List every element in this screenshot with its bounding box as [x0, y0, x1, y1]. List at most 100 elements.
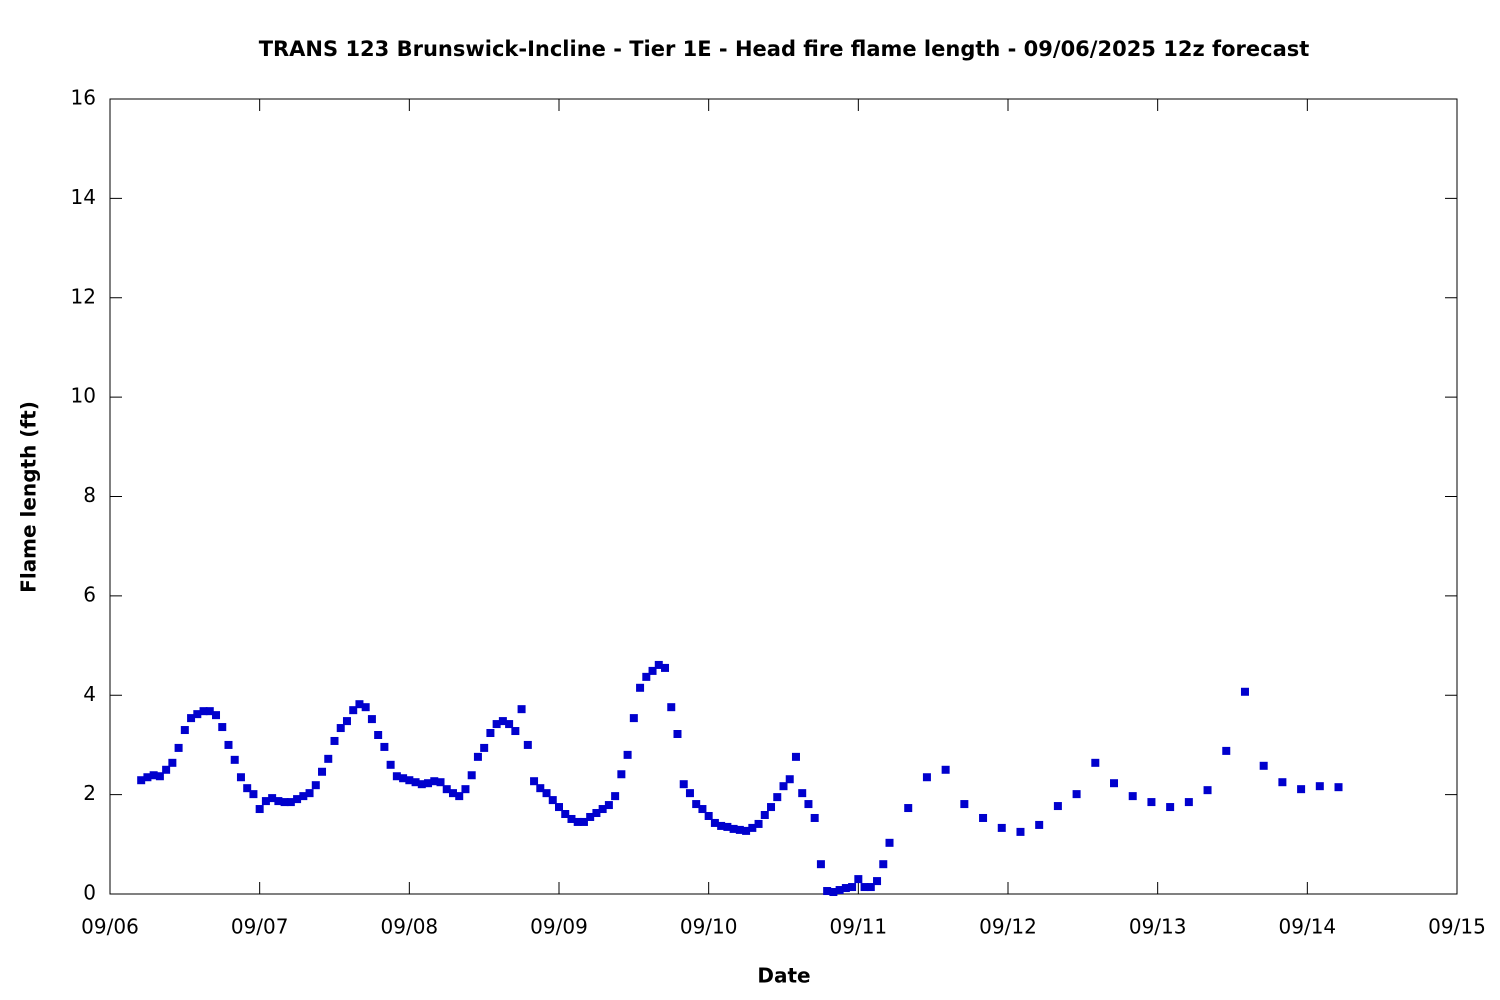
data-point: [555, 803, 563, 812]
data-point: [236, 773, 245, 782]
data-point: [230, 755, 239, 764]
data-point: [349, 706, 358, 715]
data-point: [1297, 785, 1306, 794]
data-point: [648, 666, 657, 675]
data-point: [841, 884, 850, 893]
data-point: [854, 875, 863, 884]
data-point: [193, 710, 202, 719]
data-point: [511, 727, 520, 736]
data-point: [430, 777, 439, 786]
x-tick-label: 09/14: [1279, 915, 1337, 939]
data-point: [486, 729, 495, 738]
data-point: [399, 774, 408, 783]
data-point: [268, 794, 277, 803]
data-point: [311, 781, 320, 790]
data-point: [324, 754, 333, 763]
data-point: [810, 813, 819, 822]
data-point: [274, 797, 283, 806]
data-point: [361, 703, 370, 712]
data-point: [723, 822, 732, 831]
data-point: [342, 717, 351, 726]
data-point: [1334, 783, 1343, 792]
data-point: [386, 760, 395, 769]
data-point: [461, 785, 470, 794]
data-point: [729, 824, 738, 833]
data-point: [174, 743, 183, 752]
data-point: [904, 804, 913, 813]
y-tick-label: 4: [83, 682, 96, 706]
data-point: [455, 792, 464, 801]
data-point: [679, 780, 688, 789]
data-point: [162, 765, 171, 774]
data-point: [823, 887, 832, 896]
data-point: [530, 777, 539, 786]
data-point: [205, 707, 214, 716]
x-tick-label: 09/11: [830, 915, 888, 939]
data-point: [168, 758, 177, 767]
x-tick-label: 09/07: [231, 915, 289, 939]
data-point: [155, 772, 164, 781]
data-point: [879, 860, 888, 869]
data-point: [1128, 792, 1137, 801]
data-point: [698, 805, 707, 814]
data-point: [791, 752, 800, 761]
data-point: [586, 812, 595, 821]
data-point: [816, 860, 825, 869]
data-point: [1315, 782, 1324, 791]
data-point: [860, 883, 869, 892]
data-point: [611, 792, 620, 801]
data-point: [804, 800, 813, 809]
data-point: [579, 817, 588, 826]
data-point: [710, 818, 719, 827]
data-point: [405, 776, 414, 785]
data-point: [604, 801, 613, 810]
data-point: [143, 773, 152, 782]
y-tick-label: 10: [71, 384, 96, 408]
data-point: [380, 742, 389, 751]
data-point: [467, 771, 476, 780]
data-point: [661, 663, 670, 672]
data-point: [617, 770, 626, 779]
data-point: [1278, 778, 1287, 787]
data-point: [561, 810, 570, 819]
data-point: [754, 819, 763, 828]
data-point: [1091, 758, 1100, 767]
data-point: [293, 795, 302, 804]
data-point: [149, 771, 158, 780]
data-point: [424, 779, 433, 788]
data-point: [548, 796, 557, 805]
data-point: [873, 877, 882, 886]
data-point: [885, 838, 894, 847]
data-point: [367, 715, 376, 724]
y-tick-label: 14: [71, 185, 96, 209]
data-point: [767, 803, 776, 812]
data-point: [442, 785, 451, 794]
data-point: [748, 823, 757, 832]
data-point: [1016, 827, 1025, 836]
data-point: [355, 700, 364, 709]
data-point: [779, 782, 788, 791]
data-point: [629, 714, 638, 723]
data-point: [137, 776, 146, 785]
data-point: [523, 740, 532, 749]
x-tick-label: 09/08: [381, 915, 439, 939]
x-tick-label: 09/10: [680, 915, 738, 939]
data-point: [598, 805, 607, 814]
data-point: [286, 798, 295, 807]
data-point: [374, 731, 383, 739]
data-point: [979, 813, 988, 822]
data-point: [773, 793, 782, 802]
x-tick-label: 09/09: [530, 915, 588, 939]
data-point: [536, 784, 545, 793]
data-point: [180, 726, 189, 735]
data-point: [735, 825, 744, 834]
data-point: [785, 775, 794, 784]
data-point: [261, 797, 270, 806]
data-point: [280, 798, 289, 807]
x-axis-label: Date: [757, 964, 810, 988]
data-point: [1072, 790, 1081, 799]
data-point: [997, 823, 1006, 832]
data-point: [654, 660, 663, 669]
y-tick-label: 8: [83, 483, 96, 507]
